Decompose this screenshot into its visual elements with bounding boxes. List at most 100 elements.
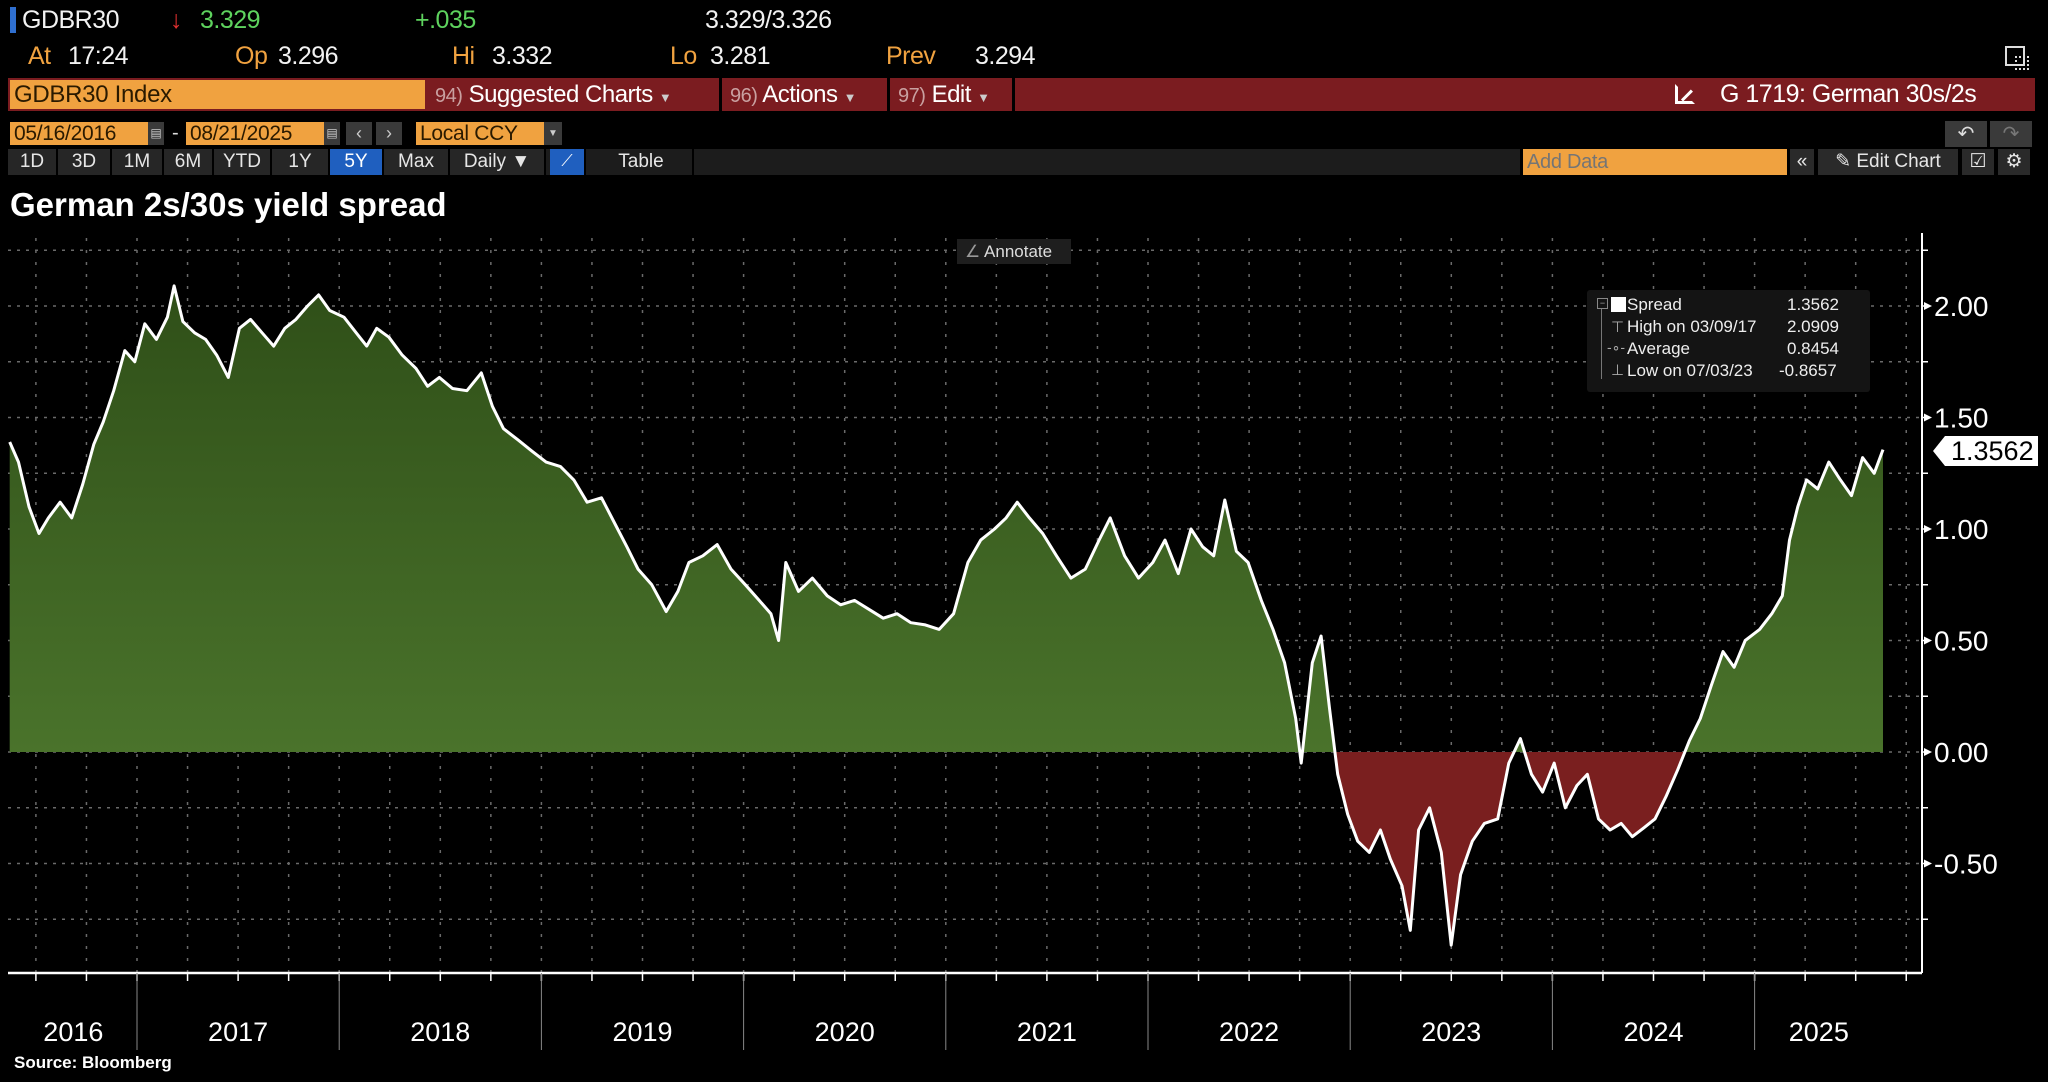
last-value-tag: 1.3562 [1945, 436, 2038, 466]
edit-menu[interactable]: 97) Edit ▼ [890, 78, 1015, 111]
bid-ask: 3.329/3.326 [705, 6, 832, 34]
y-tick-label: 0.00 [1934, 737, 1989, 768]
table-view-button[interactable]: Table [590, 149, 694, 175]
external-link-icon[interactable] [1675, 84, 1695, 104]
menu-label: Actions [762, 81, 838, 108]
menu-label: Suggested Charts [468, 81, 654, 108]
y-tick-label: -0.50 [1934, 849, 1998, 880]
last-value-text: 1.3562 [1951, 436, 2034, 466]
previous-period-button[interactable]: ‹ [346, 122, 372, 145]
y-tick-arrow [1924, 748, 1932, 756]
legend-series-label: Spread [1627, 295, 1682, 314]
time-value: 17:24 [68, 42, 129, 70]
source-note: Source: Bloomberg [14, 1053, 172, 1072]
down-arrow-icon: ↓ [170, 6, 183, 34]
y-tick-arrow [1924, 859, 1932, 868]
pencil-icon: ✎ [1835, 151, 1857, 172]
gear-icon[interactable]: ⚙ [1998, 149, 2032, 175]
x-tick-label: 2020 [815, 1017, 875, 1047]
start-date-input[interactable]: 05/16/2016 [10, 122, 148, 145]
y-tick-label: 1.50 [1934, 403, 1989, 434]
suggested-charts-menu[interactable]: 94) Suggested Charts ▼ [427, 78, 722, 111]
tab-5y[interactable]: 5Y [330, 149, 384, 175]
y-tick-arrow [1924, 413, 1932, 422]
next-period-button[interactable]: › [376, 122, 402, 145]
x-tick-label: 2017 [208, 1017, 268, 1047]
last-value-pointer [1933, 436, 1945, 466]
y-tick-label: 2.00 [1934, 291, 1989, 322]
tab-ytd[interactable]: YTD [214, 149, 272, 175]
line-chart-icon[interactable]: ⟋ [550, 149, 586, 175]
menu-number: 96) [730, 85, 758, 107]
actions-menu[interactable]: 96) Actions ▼ [722, 78, 890, 111]
net-change: +.035 [415, 6, 476, 34]
y-tick-arrow [1924, 636, 1932, 645]
collapse-legend-icon[interactable]: − [1597, 298, 1608, 309]
last-price: 3.329 [200, 6, 261, 34]
x-tick-label: 2018 [410, 1017, 470, 1047]
menu-label: Edit [931, 81, 972, 108]
security-input[interactable]: GDBR30 Index [10, 80, 425, 109]
legend-average-label: Average [1627, 339, 1691, 358]
legend-high-label: High on 03/09/17 [1627, 317, 1757, 336]
legend-low-label: Low on 07/03/23 [1627, 361, 1753, 380]
tree-line [1601, 309, 1602, 379]
low-marker-icon: ⊥ [1611, 362, 1625, 379]
currency-select[interactable]: Local CCY [416, 122, 544, 145]
x-tick-label: 2016 [43, 1017, 103, 1047]
add-data-input[interactable] [1523, 149, 1787, 175]
tab-1m[interactable]: 1M [112, 149, 164, 175]
high-label: Hi [452, 42, 475, 70]
x-tick-label: 2019 [612, 1017, 672, 1047]
chevron-down-icon[interactable]: ▼ [544, 122, 562, 145]
low-label: Lo [670, 42, 697, 70]
popout-icon[interactable] [2005, 46, 2029, 70]
legend-high-value: 2.0909 [1787, 317, 1839, 336]
y-tick-label: 1.00 [1934, 514, 1989, 545]
open-label: Op [235, 42, 268, 70]
annotate-icon: ∠ [965, 242, 985, 261]
menu-number: 94) [435, 85, 463, 107]
chevron-down-icon: ▼ [977, 90, 990, 105]
prev-value: 3.294 [975, 42, 1036, 70]
edit-chart-button[interactable]: ✎ Edit Chart [1818, 149, 1960, 175]
undo-icon[interactable]: ↶ [1945, 121, 1987, 147]
tab-max[interactable]: Max [384, 149, 450, 175]
tab-6m[interactable]: 6M [164, 149, 214, 175]
chevron-down-icon: ▼ [843, 90, 857, 105]
y-tick-arrow [1924, 302, 1932, 310]
x-tick-label: 2024 [1623, 1017, 1683, 1047]
x-tick-label: 2021 [1017, 1017, 1077, 1047]
ticker-marker [10, 7, 16, 33]
chevron-down-icon: ▼ [658, 90, 672, 105]
x-tick-label: 2023 [1421, 1017, 1481, 1047]
legend: − Spread 1.3562 ⊤ High on 03/09/17 2.090… [1587, 290, 1870, 392]
tab-3d[interactable]: 3D [58, 149, 112, 175]
ticker: GDBR30 [22, 6, 120, 34]
high-value: 3.332 [492, 42, 553, 70]
calendar-icon[interactable]: ▤ [148, 122, 164, 145]
legend-average-value: 0.8454 [1787, 339, 1839, 358]
menu-number: 97) [898, 85, 926, 107]
chart-options-icon[interactable]: ☑ [1962, 149, 1996, 175]
prev-label: Prev [886, 42, 936, 70]
collapse-icon[interactable]: « [1790, 149, 1816, 175]
chart-title: German 2s/30s yield spread [10, 186, 447, 223]
calendar-icon[interactable]: ▤ [324, 122, 340, 145]
y-tick-label: 0.50 [1934, 626, 1989, 657]
x-tick-label: 2022 [1219, 1017, 1279, 1047]
date-separator: - [172, 122, 179, 144]
x-tick-label: 2025 [1789, 1017, 1849, 1047]
frequency-select[interactable]: Daily ▼ [450, 149, 546, 175]
chart-reference-link[interactable]: G 1719: German 30s/2s [1720, 80, 1977, 108]
time-label: At [28, 42, 51, 70]
tab-1d[interactable]: 1D [8, 149, 58, 175]
high-marker-icon: ⊤ [1611, 319, 1625, 336]
legend-series-value: 1.3562 [1787, 295, 1839, 314]
tab-1y[interactable]: 1Y [272, 149, 330, 175]
redo-icon[interactable]: ↷ [1990, 121, 2032, 147]
end-date-input[interactable]: 08/21/2025 [186, 122, 324, 145]
average-marker-icon: -∘- [1607, 339, 1626, 355]
legend-low-value: -0.8657 [1779, 361, 1837, 380]
annotate-button[interactable]: ∠ Annotate [957, 239, 1071, 264]
